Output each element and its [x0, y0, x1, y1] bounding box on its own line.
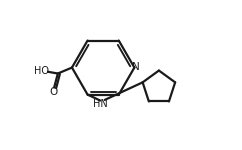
Text: HN: HN — [93, 99, 108, 109]
Text: N: N — [132, 62, 139, 72]
Text: HO: HO — [34, 66, 49, 76]
Text: O: O — [50, 87, 58, 97]
